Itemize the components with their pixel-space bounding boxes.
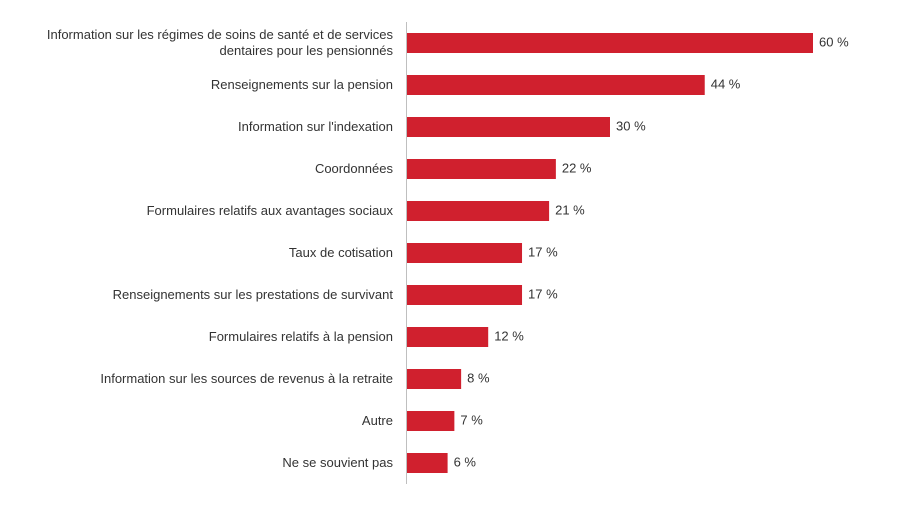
bar — [407, 411, 455, 431]
value-label: 44 % — [711, 76, 741, 91]
category-label: Taux de cotisation — [288, 245, 393, 260]
category-label: Information sur les sources de revenus à… — [100, 371, 393, 386]
value-label: 17 % — [528, 286, 558, 301]
value-label: 21 % — [555, 202, 585, 217]
category-label: Coordonnées — [314, 161, 393, 176]
category-label: Information sur les régimes de soins de … — [46, 27, 393, 58]
bar — [407, 159, 556, 179]
bar — [407, 285, 523, 305]
category-label: Information sur l'indexation — [238, 119, 393, 134]
value-label: 60 % — [819, 34, 849, 49]
bar — [407, 201, 550, 221]
category-label: Formulaires relatifs à la pension — [208, 329, 393, 344]
category-label: Renseignements sur la pension — [210, 77, 393, 92]
bar — [407, 453, 448, 473]
value-label: 30 % — [616, 118, 646, 133]
bar — [407, 327, 489, 347]
value-label: 12 % — [494, 328, 524, 343]
value-label: 17 % — [528, 244, 558, 259]
bar — [407, 369, 462, 389]
category-label: Autre — [361, 413, 393, 428]
category-label: Ne se souvient pas — [282, 455, 393, 470]
value-label: 8 % — [467, 370, 490, 385]
bar — [407, 243, 523, 263]
bar — [407, 33, 813, 53]
value-label: 6 % — [454, 454, 477, 469]
bar — [407, 117, 610, 137]
bar — [407, 75, 705, 95]
value-label: 7 % — [460, 412, 483, 427]
category-label: Renseignements sur les prestations de su… — [112, 287, 393, 302]
value-label: 22 % — [562, 160, 592, 175]
category-label: Formulaires relatifs aux avantages socia… — [146, 203, 393, 218]
